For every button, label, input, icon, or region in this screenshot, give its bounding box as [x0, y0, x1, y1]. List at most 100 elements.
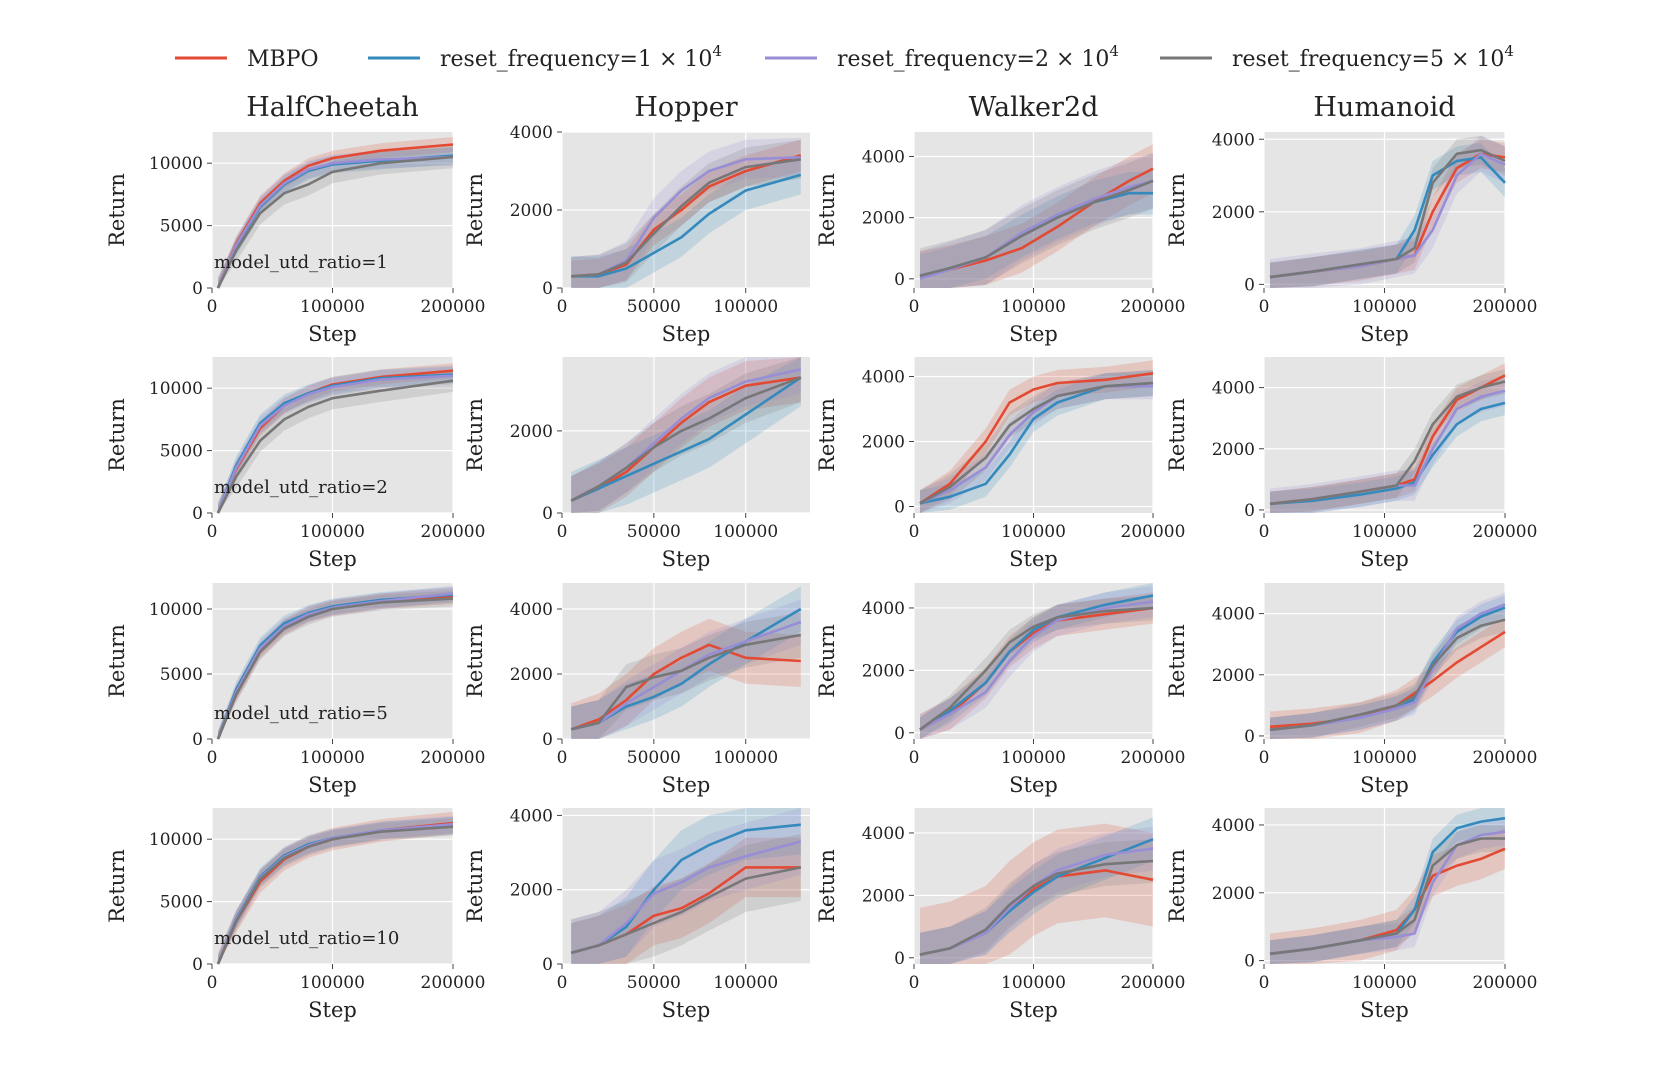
- x-tick-label: 100000: [300, 748, 365, 768]
- y-tick-label: 0: [894, 270, 905, 290]
- x-tick-label: 100000: [1001, 973, 1066, 993]
- panel: 0 100000 200000 0 5000 10000 Step Return model_u…: [105, 808, 485, 1022]
- series-line: [1269, 148, 1506, 279]
- y-tick-label: 2000: [862, 661, 905, 681]
- x-tick-label: 50000: [627, 297, 681, 317]
- x-axis-label: Step: [662, 773, 711, 797]
- x-tick-label: 200000: [1121, 973, 1186, 993]
- y-tick-label: 2000: [1212, 666, 1255, 686]
- series-band: [1270, 375, 1505, 513]
- x-tick-label: 0: [1259, 522, 1270, 542]
- series-line: [919, 859, 1154, 956]
- x-tick-label: 100000: [300, 297, 365, 317]
- y-tick-label: 10000: [149, 154, 203, 174]
- series-band: [1270, 808, 1505, 964]
- legend-label: reset_frequency=2 × 104: [837, 42, 1119, 72]
- y-tick-label: 4000: [1212, 130, 1255, 150]
- panel-background: [562, 808, 810, 964]
- series-band: [218, 818, 453, 964]
- legend-item: reset_frequency=2 × 104: [765, 42, 1119, 72]
- x-tick-label: 200000: [1121, 297, 1186, 317]
- series-line: [216, 379, 454, 514]
- y-tick-label: 0: [1244, 275, 1255, 295]
- x-tick-label: 100000: [1001, 297, 1066, 317]
- series-line: [570, 620, 802, 731]
- x-tick-label: 0: [909, 522, 920, 542]
- y-tick-label: 2000: [862, 886, 905, 906]
- panel: 0 100000 200000 0 5000 10000 Step Return model_u…: [105, 132, 485, 346]
- column-title: HalfCheetah: [246, 92, 419, 123]
- row-annotation: model_utd_ratio=5: [214, 703, 388, 724]
- x-tick-label: 100000: [1352, 522, 1417, 542]
- x-tick-label: 0: [909, 973, 920, 993]
- series-line: [216, 374, 454, 514]
- x-axis-label: Step: [1360, 998, 1409, 1022]
- series-line: [919, 372, 1154, 505]
- x-tick-label: 100000: [300, 522, 365, 542]
- row-annotation: model_utd_ratio=1: [214, 252, 388, 273]
- x-tick-label: 200000: [1121, 748, 1186, 768]
- y-axis-label: Return: [1165, 624, 1189, 698]
- panel: 0 100000 200000 0 2000 4000 Step Return: [1165, 130, 1537, 346]
- x-tick-label: 0: [557, 297, 568, 317]
- series-band: [920, 153, 1153, 288]
- series-line: [919, 179, 1154, 278]
- x-axis-label: Step: [308, 773, 357, 797]
- series-band: [218, 365, 453, 513]
- panel: 0 50000 100000 0 2000 Step Return: [463, 357, 810, 571]
- y-axis-label: Return: [1165, 849, 1189, 923]
- x-tick-label: 100000: [1352, 973, 1417, 993]
- series-line: [570, 633, 802, 731]
- x-tick-label: 0: [207, 973, 218, 993]
- y-tick-label: 0: [894, 724, 905, 744]
- panel: 0 50000 100000 0 2000 4000 Step Return: [463, 123, 810, 346]
- series-line: [570, 866, 802, 955]
- y-axis-label: Return: [463, 173, 487, 247]
- x-axis-label: Step: [1360, 547, 1409, 571]
- y-tick-label: 2000: [862, 433, 905, 453]
- y-tick-label: 2000: [510, 665, 553, 685]
- series-line: [571, 173, 802, 278]
- panel: 0 100000 200000 0 2000 4000 Step Return: [815, 583, 1185, 797]
- x-axis-label: Step: [662, 322, 711, 346]
- x-tick-label: 0: [1259, 748, 1270, 768]
- x-axis-label: Step: [1009, 773, 1058, 797]
- y-tick-label: 0: [894, 949, 905, 969]
- x-tick-label: 100000: [300, 973, 365, 993]
- series-band: [571, 139, 801, 288]
- y-tick-label: 4000: [510, 806, 553, 826]
- x-tick-label: 0: [557, 522, 568, 542]
- panel: 0 50000 100000 0 2000 4000 Step Return: [463, 583, 810, 797]
- y-tick-label: 4000: [862, 147, 905, 167]
- series-line: [570, 840, 802, 955]
- x-tick-label: 100000: [713, 973, 778, 993]
- y-tick-label: 0: [192, 279, 203, 299]
- series-line: [216, 155, 454, 289]
- column-title: Walker2d: [969, 92, 1099, 123]
- series-band: [1270, 139, 1505, 288]
- panel: 0 100000 200000 0 2000 4000 Step Return: [815, 357, 1185, 571]
- series-band: [1270, 369, 1505, 513]
- y-tick-label: 4000: [1212, 816, 1255, 836]
- y-tick-label: 10000: [149, 379, 203, 399]
- y-tick-label: 5000: [160, 665, 203, 685]
- x-axis-label: Step: [1009, 547, 1058, 571]
- x-axis-label: Step: [662, 998, 711, 1022]
- x-tick-label: 200000: [421, 973, 486, 993]
- series-band: [920, 373, 1153, 513]
- y-tick-label: 4000: [510, 123, 553, 143]
- x-tick-label: 50000: [627, 748, 681, 768]
- y-tick-label: 0: [542, 504, 553, 524]
- y-tick-label: 4000: [1212, 379, 1255, 399]
- panel: 0 50000 100000 0 2000 4000 Step Return: [463, 806, 810, 1022]
- series-band: [920, 370, 1153, 513]
- y-tick-label: 2000: [862, 209, 905, 229]
- series-line: [919, 606, 1154, 731]
- series-band: [920, 144, 1153, 288]
- series-band: [920, 592, 1153, 739]
- y-tick-label: 0: [542, 279, 553, 299]
- y-tick-label: 4000: [1212, 605, 1255, 625]
- y-tick-label: 0: [1244, 501, 1255, 521]
- y-axis-label: Return: [463, 398, 487, 472]
